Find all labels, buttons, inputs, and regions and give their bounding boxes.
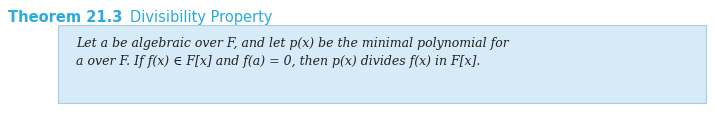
Text: Divisibility Property: Divisibility Property <box>131 10 273 25</box>
Text: a over F. If f(x) ∈ F[x] and f(a) = 0, then p(x) divides f(x) in F[x].: a over F. If f(x) ∈ F[x] and f(a) = 0, t… <box>76 55 481 68</box>
Text: Theorem 21.3: Theorem 21.3 <box>8 10 122 25</box>
Text: Let a be algebraic over F, and let p(x) be the minimal polynomial for: Let a be algebraic over F, and let p(x) … <box>76 37 509 50</box>
FancyBboxPatch shape <box>58 25 706 103</box>
